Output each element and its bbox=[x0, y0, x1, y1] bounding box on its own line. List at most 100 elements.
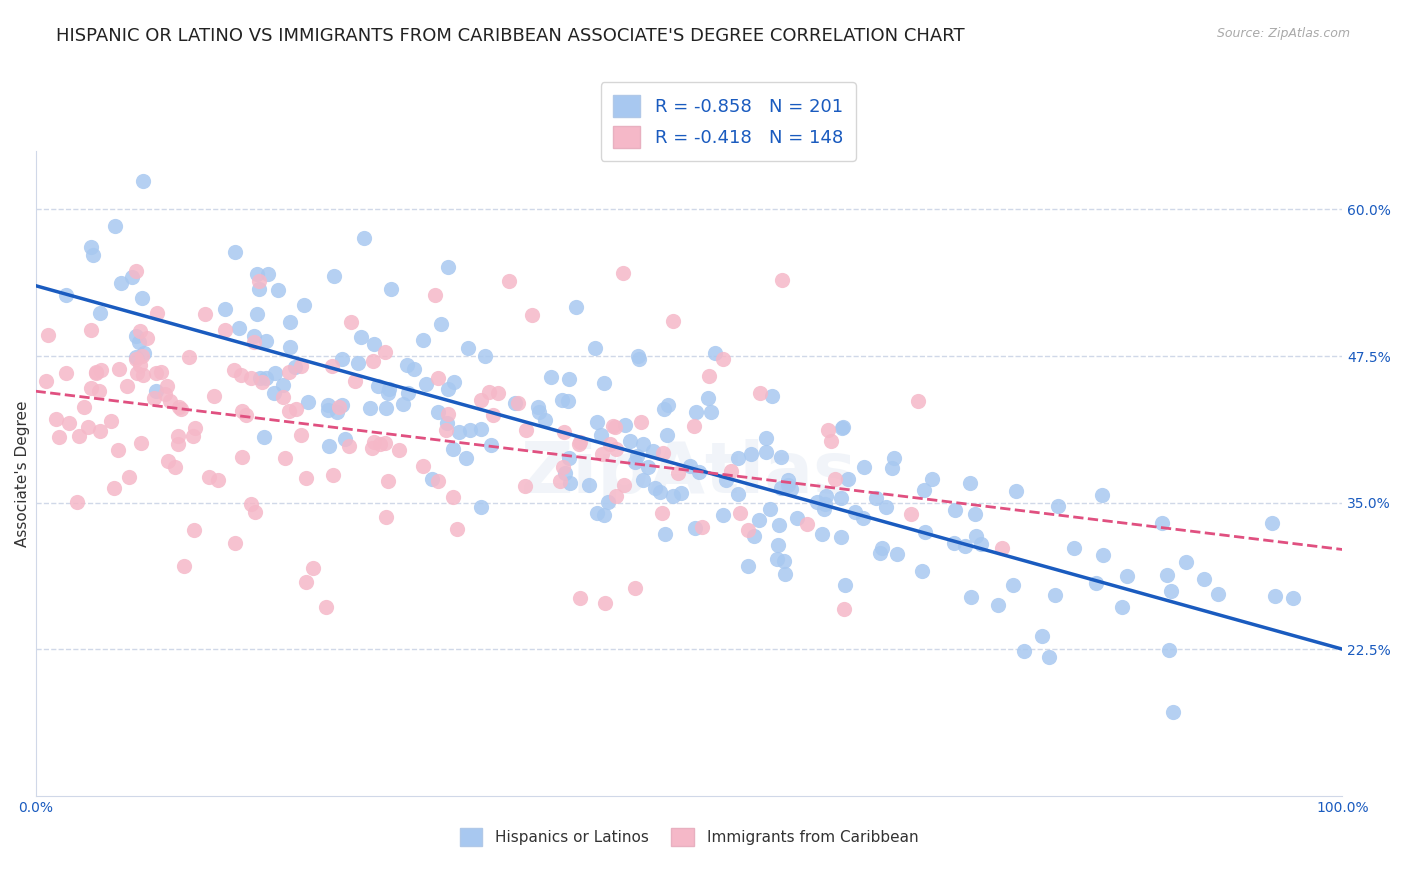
Point bbox=[748, 386, 770, 401]
Point bbox=[593, 508, 616, 522]
Point bbox=[650, 484, 672, 499]
Point bbox=[427, 405, 450, 419]
Point bbox=[124, 263, 146, 277]
Point bbox=[557, 393, 579, 408]
Point bbox=[67, 429, 90, 443]
Point bbox=[104, 219, 127, 233]
Point bbox=[768, 517, 790, 532]
Point bbox=[810, 526, 832, 541]
Point bbox=[90, 362, 112, 376]
Point bbox=[470, 500, 492, 514]
Point bbox=[526, 400, 548, 414]
Point bbox=[412, 458, 434, 473]
Point bbox=[159, 394, 181, 409]
Point bbox=[912, 483, 935, 497]
Point bbox=[831, 420, 853, 434]
Point bbox=[361, 441, 384, 455]
Point bbox=[742, 528, 765, 542]
Point bbox=[503, 396, 526, 410]
Point bbox=[481, 408, 503, 422]
Point bbox=[603, 419, 626, 434]
Point bbox=[239, 497, 262, 511]
Point bbox=[295, 574, 318, 589]
Point bbox=[231, 450, 253, 464]
Point bbox=[207, 473, 229, 487]
Point bbox=[834, 578, 856, 592]
Point bbox=[837, 472, 859, 486]
Point bbox=[921, 472, 943, 486]
Point bbox=[970, 537, 993, 551]
Point bbox=[132, 346, 155, 360]
Point bbox=[125, 351, 148, 366]
Point bbox=[80, 240, 103, 254]
Point bbox=[613, 478, 636, 492]
Point bbox=[683, 521, 706, 535]
Point bbox=[150, 365, 173, 379]
Point bbox=[267, 284, 290, 298]
Point bbox=[624, 455, 647, 469]
Point bbox=[565, 300, 588, 314]
Point bbox=[627, 351, 650, 366]
Point bbox=[737, 558, 759, 573]
Point bbox=[1091, 548, 1114, 562]
Point bbox=[377, 382, 399, 396]
Point bbox=[780, 483, 803, 497]
Point bbox=[1063, 541, 1085, 555]
Point bbox=[194, 306, 217, 320]
Point bbox=[755, 445, 778, 459]
Legend: R = -0.858   N = 201, R = -0.418   N = 148: R = -0.858 N = 201, R = -0.418 N = 148 bbox=[600, 82, 856, 161]
Point bbox=[692, 519, 714, 533]
Point bbox=[80, 381, 103, 395]
Point bbox=[568, 591, 591, 605]
Point bbox=[711, 508, 734, 523]
Point bbox=[290, 428, 312, 442]
Point bbox=[662, 313, 685, 327]
Point bbox=[558, 476, 581, 491]
Point bbox=[344, 374, 367, 388]
Point bbox=[434, 423, 457, 437]
Point bbox=[740, 447, 762, 461]
Point bbox=[35, 374, 58, 388]
Point bbox=[666, 466, 689, 480]
Point bbox=[330, 398, 353, 412]
Point bbox=[769, 481, 792, 495]
Point bbox=[534, 412, 557, 426]
Point bbox=[605, 442, 627, 457]
Point bbox=[711, 352, 734, 367]
Point bbox=[578, 478, 600, 492]
Point bbox=[441, 442, 464, 456]
Point bbox=[592, 376, 614, 390]
Point bbox=[377, 386, 399, 401]
Point bbox=[80, 323, 103, 337]
Point bbox=[374, 435, 396, 450]
Point bbox=[131, 349, 153, 363]
Point bbox=[167, 400, 190, 414]
Point bbox=[1012, 644, 1035, 658]
Point bbox=[118, 470, 141, 484]
Point bbox=[363, 336, 385, 351]
Point bbox=[1159, 642, 1181, 657]
Point bbox=[363, 434, 385, 449]
Point bbox=[441, 490, 464, 504]
Point bbox=[55, 288, 77, 302]
Point bbox=[652, 446, 675, 460]
Point bbox=[657, 398, 679, 412]
Point bbox=[426, 474, 449, 488]
Point bbox=[321, 359, 343, 373]
Point bbox=[377, 474, 399, 488]
Point bbox=[651, 506, 673, 520]
Point bbox=[316, 398, 339, 412]
Point bbox=[423, 287, 446, 301]
Point bbox=[852, 459, 875, 474]
Point bbox=[831, 421, 853, 435]
Point bbox=[89, 425, 111, 439]
Point bbox=[340, 315, 363, 329]
Point bbox=[145, 366, 167, 380]
Point bbox=[328, 400, 350, 414]
Point bbox=[1156, 568, 1178, 582]
Point bbox=[129, 436, 152, 450]
Point bbox=[249, 371, 271, 385]
Point bbox=[824, 472, 846, 486]
Point bbox=[240, 371, 263, 385]
Point bbox=[132, 173, 155, 187]
